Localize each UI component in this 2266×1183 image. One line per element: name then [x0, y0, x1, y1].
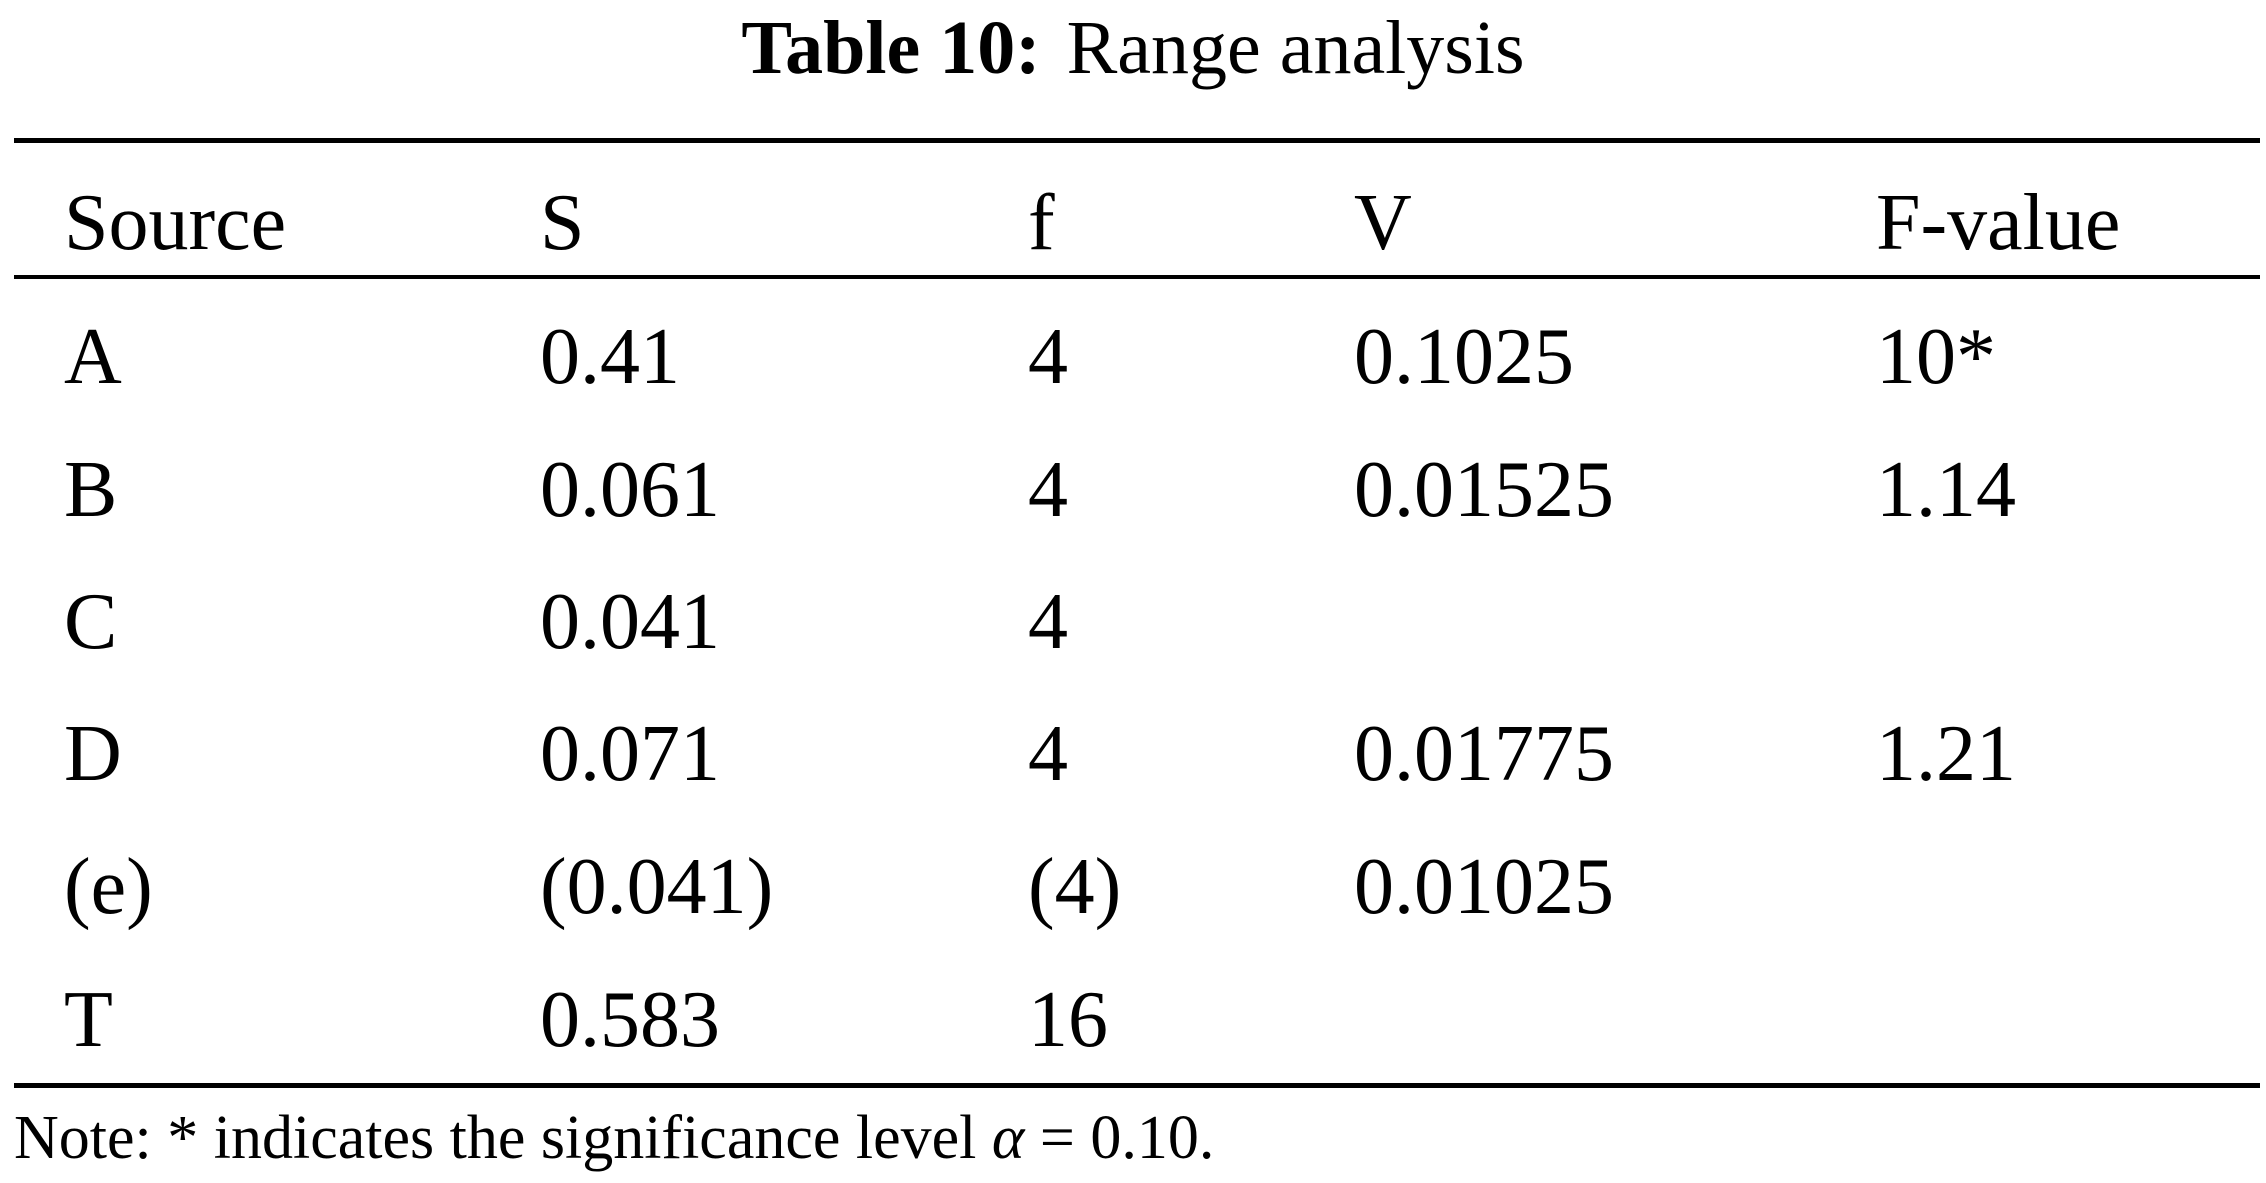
- table-row: D 0.071 4 0.01775 1.21: [0, 694, 2266, 814]
- table-row: A 0.41 4 0.1025 10*: [0, 297, 2266, 417]
- cell-s: (0.041): [540, 843, 774, 931]
- cell-f-value: 10*: [1876, 313, 1996, 401]
- cell-source: (e): [64, 843, 153, 931]
- cell-f: 4: [1028, 710, 1068, 798]
- column-header-source: Source: [64, 179, 287, 267]
- cell-f: 4: [1028, 313, 1068, 401]
- cell-source: C: [64, 578, 118, 666]
- cell-v: 0.1025: [1354, 313, 1574, 401]
- column-header-s: S: [540, 179, 585, 267]
- column-header-f-value: F-value: [1876, 179, 2121, 267]
- column-header-v: V: [1354, 179, 1412, 267]
- cell-v: 0.01025: [1354, 843, 1614, 931]
- cell-s: 0.41: [540, 313, 680, 401]
- table-row: T 0.583 16: [0, 960, 2266, 1080]
- table-note: Note: * indicates the significance level…: [14, 1093, 1214, 1183]
- cell-source: T: [64, 976, 113, 1064]
- cell-v: 0.01775: [1354, 710, 1614, 798]
- alpha-symbol: α: [991, 1104, 1025, 1172]
- table-title: Range analysis: [1066, 6, 1525, 90]
- cell-s: 0.583: [540, 976, 720, 1064]
- note-value: = 0.10.: [1024, 1104, 1215, 1172]
- table-caption: Table 10: Range analysis: [0, 0, 2266, 96]
- cell-v: 0.01525: [1354, 446, 1614, 534]
- cell-source: B: [64, 446, 118, 534]
- cell-source: D: [64, 710, 122, 798]
- header-rule: [14, 275, 2260, 279]
- bottom-rule: [14, 1083, 2260, 1088]
- cell-s: 0.041: [540, 578, 720, 666]
- cell-f: 16: [1028, 976, 1108, 1064]
- table-row: B 0.061 4 0.01525 1.14: [0, 430, 2266, 550]
- cell-f-value: 1.14: [1876, 446, 2016, 534]
- cell-source: A: [64, 313, 122, 401]
- note-text: Note: * indicates the significance level: [14, 1104, 992, 1172]
- table-number: Table 10:: [741, 6, 1041, 90]
- table-header-row: Source S f V F-value: [0, 163, 2266, 283]
- cell-f: 4: [1028, 578, 1068, 666]
- cell-f-value: 1.21: [1876, 710, 2016, 798]
- table-row: C 0.041 4: [0, 562, 2266, 682]
- cell-f: (4): [1028, 843, 1122, 931]
- top-rule: [14, 138, 2260, 143]
- cell-f: 4: [1028, 446, 1068, 534]
- column-header-f: f: [1028, 179, 1055, 267]
- table-row: (e) (0.041) (4) 0.01025: [0, 827, 2266, 947]
- cell-s: 0.061: [540, 446, 720, 534]
- cell-s: 0.071: [540, 710, 720, 798]
